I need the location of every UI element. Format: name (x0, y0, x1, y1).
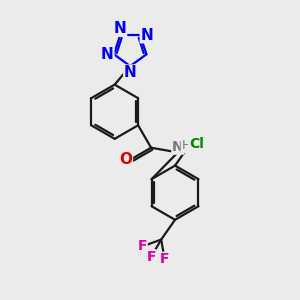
Text: N: N (124, 65, 136, 80)
Text: H: H (181, 140, 191, 152)
Text: N: N (140, 28, 153, 43)
Text: N: N (101, 47, 114, 62)
Text: F: F (146, 250, 156, 264)
Text: N: N (172, 140, 184, 154)
Text: N: N (114, 21, 127, 36)
Text: Cl: Cl (189, 137, 204, 152)
Text: F: F (160, 252, 169, 266)
Text: O: O (119, 152, 132, 167)
Text: F: F (138, 239, 147, 254)
